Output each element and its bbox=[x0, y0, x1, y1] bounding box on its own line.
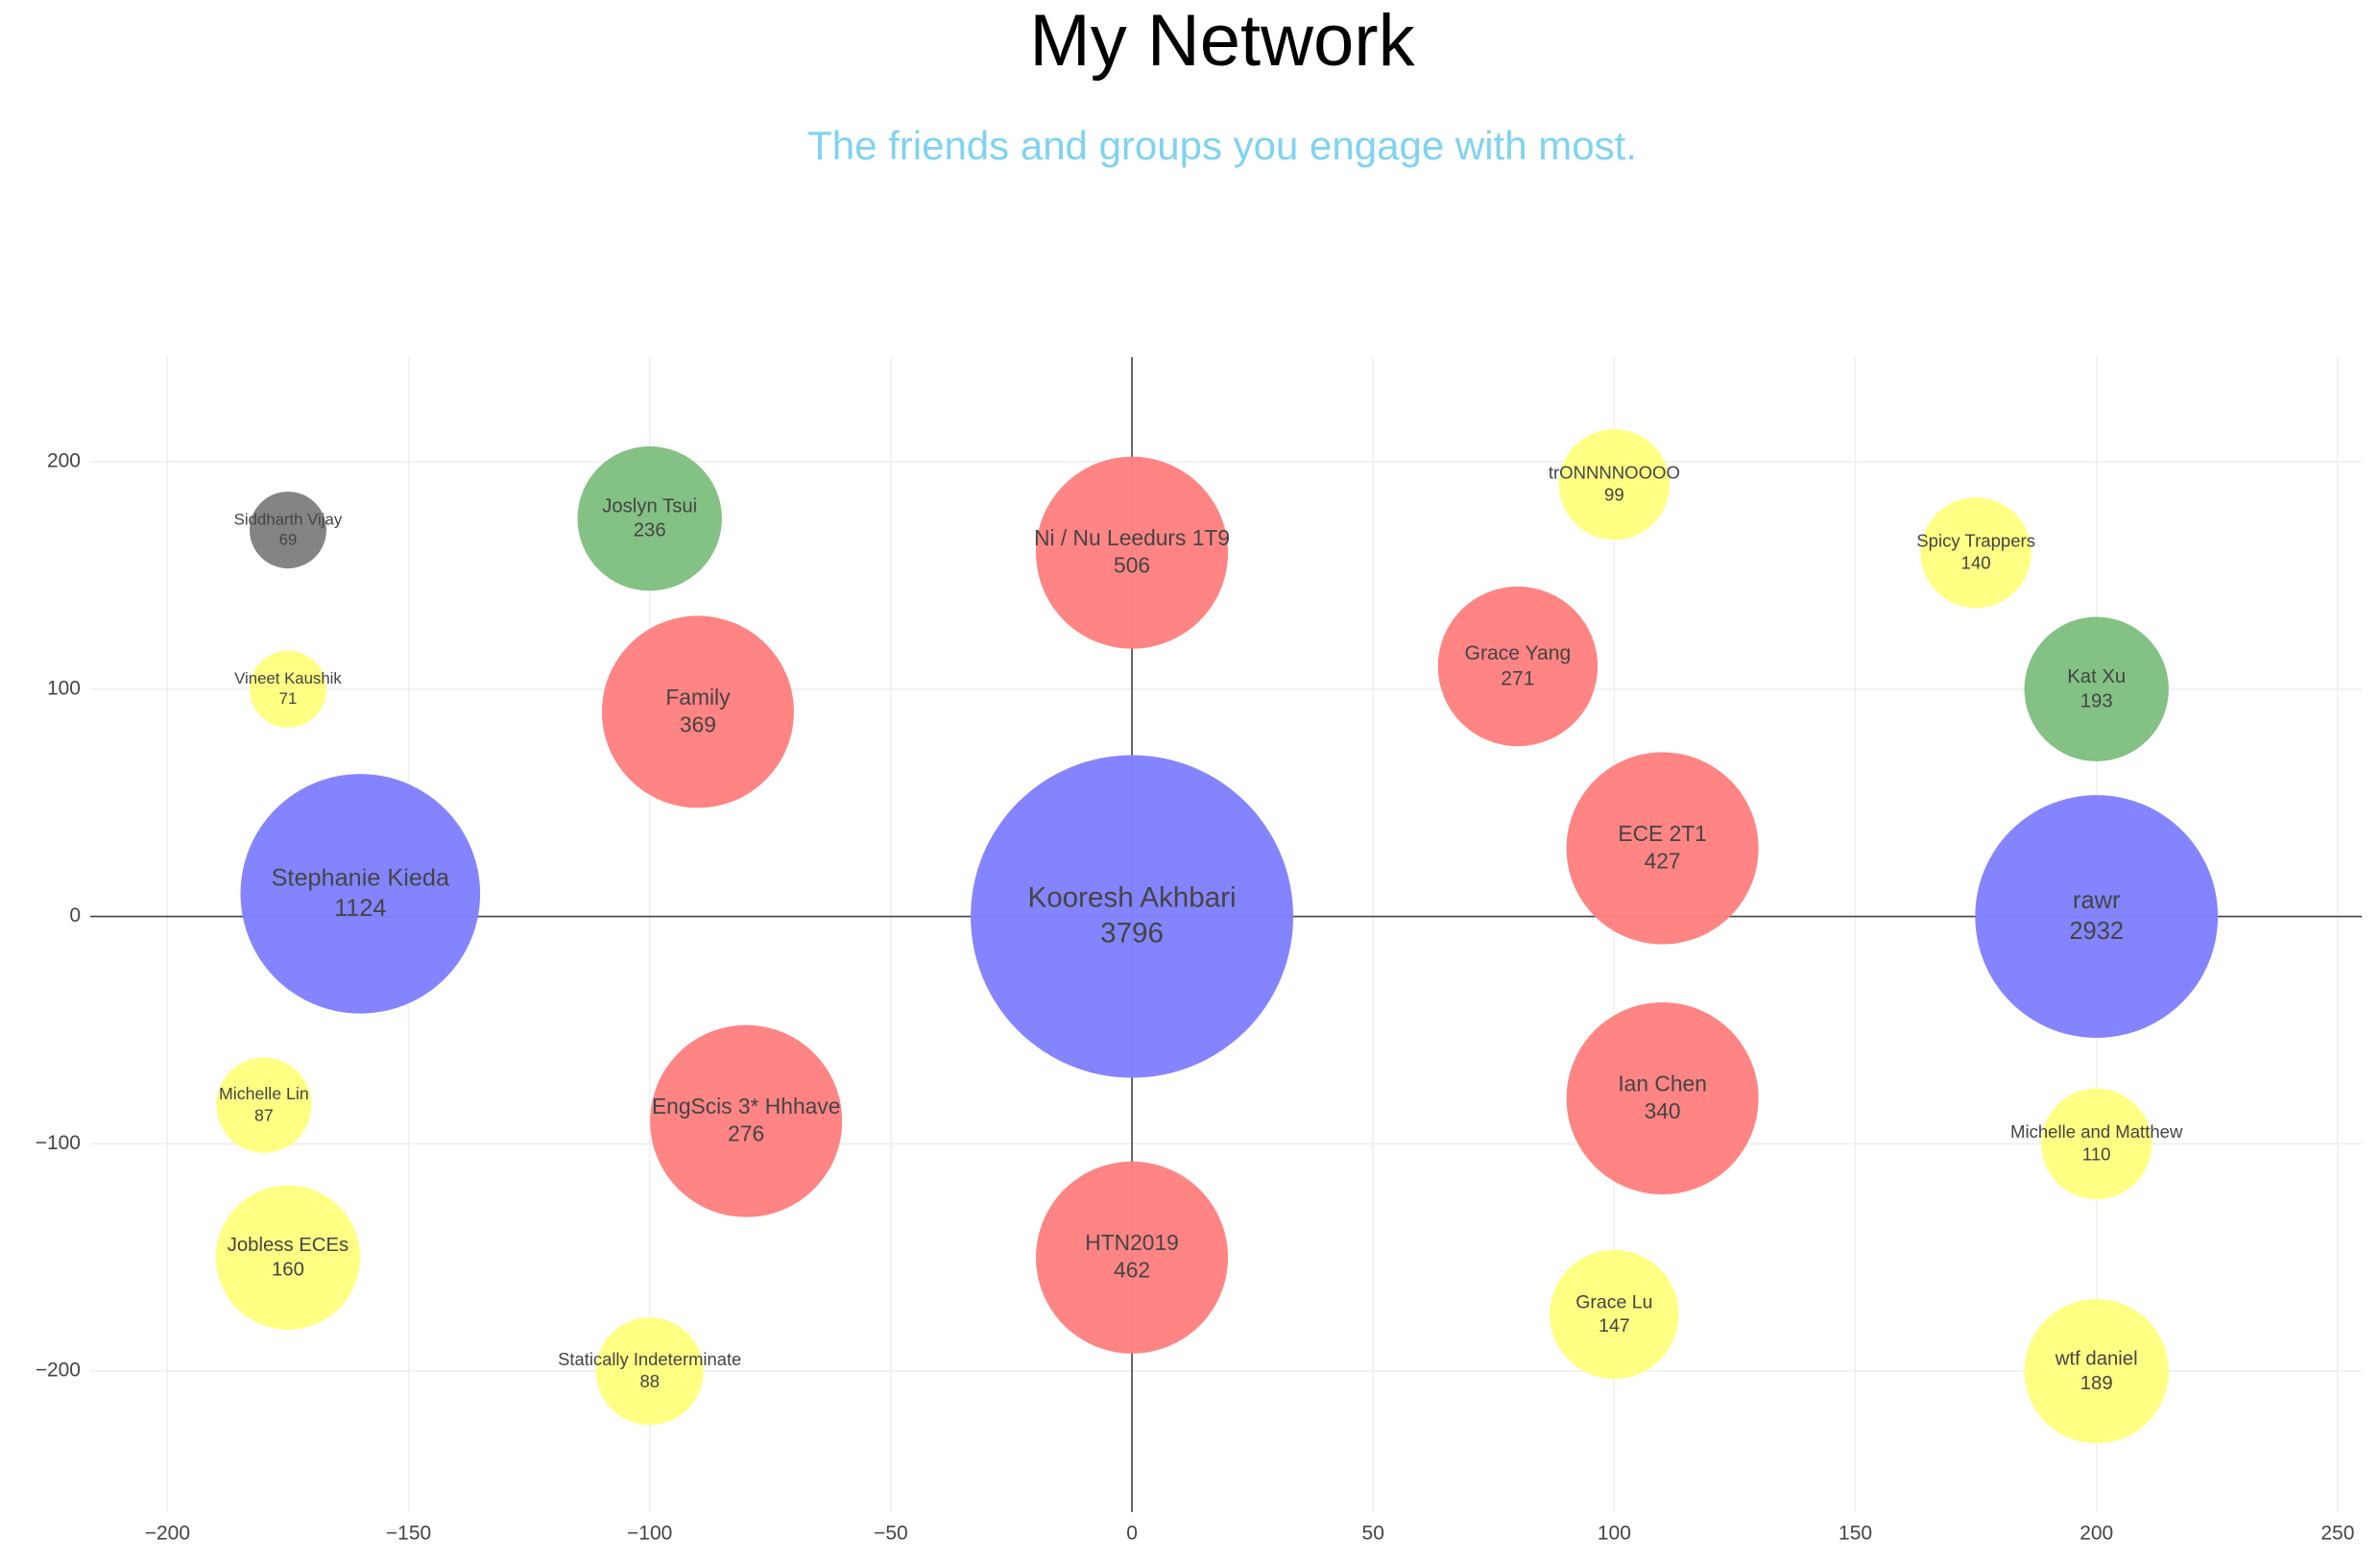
bubble bbox=[2024, 616, 2169, 761]
bubble-count: 506 bbox=[1114, 552, 1150, 577]
bubble-label: HTN2019 bbox=[1085, 1230, 1179, 1255]
y-tick-label: −200 bbox=[36, 1359, 81, 1382]
bubble-label: Stephanie Kieda bbox=[272, 864, 450, 891]
bubble-label: Family bbox=[665, 685, 731, 710]
x-tick-label: 200 bbox=[2079, 1523, 2113, 1545]
bubble bbox=[577, 445, 722, 591]
x-tick-label: −150 bbox=[386, 1523, 431, 1545]
bubble bbox=[1437, 586, 1599, 747]
bubble-count: 140 bbox=[1961, 553, 1991, 573]
bubble-label: Statically Indeterminate bbox=[558, 1349, 741, 1369]
bubble-label: Grace Lu bbox=[1575, 1291, 1652, 1312]
bubble bbox=[1566, 1002, 1759, 1195]
y-tick-label: −100 bbox=[36, 1132, 81, 1154]
bubble-count: 1124 bbox=[334, 895, 386, 922]
x-tick-label: 250 bbox=[2320, 1523, 2354, 1545]
bubble-label: wtf daniel bbox=[2055, 1348, 2138, 1369]
bubble bbox=[1975, 795, 2219, 1038]
bubble-label: Joslyn Tsui bbox=[602, 495, 697, 517]
bubble-label: rawr bbox=[2073, 887, 2121, 914]
bubble-label: Michelle and Matthew bbox=[2010, 1121, 2183, 1142]
bubble bbox=[2024, 1298, 2169, 1444]
bubble bbox=[249, 650, 326, 728]
bubble-count: 193 bbox=[2080, 690, 2113, 711]
bubble-count: 236 bbox=[634, 520, 666, 541]
bubble-label: EngScis 3* Hhhave bbox=[652, 1094, 840, 1119]
bubble-count: 147 bbox=[1599, 1315, 1630, 1336]
bubble-count: 369 bbox=[680, 711, 716, 736]
bubble-label: Ian Chen bbox=[1618, 1071, 1707, 1095]
chart-title: My Network bbox=[1029, 0, 1415, 82]
bubble bbox=[1550, 1249, 1679, 1380]
bubble bbox=[1036, 1161, 1229, 1354]
bubble-count: 110 bbox=[2082, 1143, 2111, 1164]
bubble bbox=[216, 1057, 312, 1153]
bubble-label: Kooresh Akhbari bbox=[1027, 882, 1236, 914]
x-tick-label: −100 bbox=[627, 1523, 672, 1545]
x-tick-label: 150 bbox=[1839, 1523, 1872, 1545]
bubble-count: 2932 bbox=[2069, 918, 2124, 945]
bubble-count: 189 bbox=[2080, 1373, 2113, 1394]
bubble-count: 88 bbox=[639, 1371, 659, 1391]
x-tick-label: −200 bbox=[145, 1523, 190, 1545]
bubble-label: Ni / Nu Leedurs 1T9 bbox=[1034, 525, 1230, 550]
bubble-count: 71 bbox=[279, 689, 298, 708]
bubble-count: 3796 bbox=[1100, 918, 1164, 950]
bubble-label: Kat Xu bbox=[2067, 666, 2126, 687]
bubble bbox=[215, 1185, 361, 1330]
bubble bbox=[1566, 752, 1759, 945]
bubble-label: Jobless ECEs bbox=[228, 1235, 349, 1256]
bubble-label: trONNNNOOOO bbox=[1549, 462, 1680, 482]
bubble-count: 160 bbox=[272, 1259, 304, 1280]
bubble-count: 69 bbox=[279, 530, 298, 548]
bubble-count: 462 bbox=[1114, 1258, 1150, 1283]
bubble-label: Siddharth Vijay bbox=[234, 510, 343, 528]
bubble bbox=[2041, 1088, 2152, 1199]
y-tick-label: 0 bbox=[69, 904, 81, 926]
y-tick-label: 200 bbox=[47, 449, 81, 471]
x-tick-label: 0 bbox=[1126, 1523, 1138, 1545]
bubble-count: 87 bbox=[254, 1105, 274, 1124]
chart-subtitle: The friends and groups you engage with m… bbox=[807, 123, 1637, 168]
x-tick-label: 100 bbox=[1598, 1523, 1631, 1545]
bubble-count: 340 bbox=[1645, 1098, 1681, 1123]
bubble-label: Michelle Lin bbox=[219, 1084, 309, 1103]
bubble-count: 271 bbox=[1501, 667, 1534, 689]
bubble bbox=[1036, 456, 1229, 649]
bubble bbox=[971, 755, 1294, 1078]
bubble-count: 276 bbox=[728, 1121, 764, 1146]
bubble bbox=[240, 774, 481, 1014]
bubble bbox=[601, 615, 794, 808]
bubble bbox=[249, 491, 326, 568]
bubble bbox=[650, 1024, 843, 1217]
x-tick-label: 50 bbox=[1362, 1523, 1384, 1545]
bubble-count: 99 bbox=[1604, 485, 1624, 505]
bubble-count: 427 bbox=[1645, 848, 1681, 873]
bubble-label: Grace Yang bbox=[1465, 642, 1572, 664]
x-tick-label: −50 bbox=[874, 1523, 908, 1545]
bubble bbox=[595, 1317, 704, 1426]
bubble-label: Vineet Kaushik bbox=[234, 669, 342, 687]
bubble-label: Spicy Trappers bbox=[1916, 530, 2035, 550]
bubble bbox=[1920, 497, 2031, 609]
bubble bbox=[1558, 429, 1670, 541]
y-tick-label: 100 bbox=[47, 677, 81, 699]
bubble-label: ECE 2T1 bbox=[1618, 821, 1707, 846]
